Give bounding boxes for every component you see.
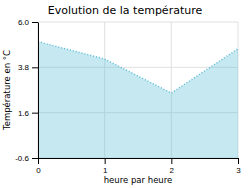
tick: 2 [170, 158, 175, 175]
title: Evolution de la température [48, 4, 203, 17]
tick: -0.6 [15, 154, 38, 163]
tick-mark [32, 158, 38, 159]
tick: 1 [103, 158, 108, 175]
tick-mark [32, 67, 38, 68]
grid-line [38, 22, 39, 158]
line [38, 42, 238, 94]
tick-label: 0 [36, 166, 41, 175]
x-axis-title: heure par heure [104, 175, 173, 185]
tick-label: 3.8 [18, 63, 30, 72]
data [38, 42, 238, 158]
tick: 0 [36, 158, 41, 175]
y-axis-title: Température en °C [2, 50, 12, 131]
tick-mark [105, 158, 106, 164]
plot: 0 1 2 3 -0.6 1.6 3.8 6.0 [15, 18, 241, 175]
tick: 3 [236, 158, 241, 175]
tick-mark [238, 158, 239, 164]
chart: 0 1 2 3 -0.6 1.6 3.8 6.0 Evolution de la tempéra… [0, 0, 250, 188]
area [38, 42, 238, 158]
tick-label: 1.6 [18, 109, 30, 118]
tick: 3.8 [18, 63, 38, 72]
tick-mark [32, 22, 38, 23]
grid [38, 22, 238, 158]
tick: 1.6 [18, 109, 38, 118]
x-axis: 0 1 2 3 [36, 158, 241, 175]
tick-label: -0.6 [15, 154, 29, 163]
grid-line [38, 22, 238, 23]
tick-label: 6.0 [18, 18, 30, 27]
axis-line [39, 158, 239, 159]
tick: 6.0 [18, 18, 38, 27]
axis-line [38, 23, 39, 159]
tick-mark [171, 158, 172, 164]
y-axis: -0.6 1.6 3.8 6.0 [15, 18, 38, 163]
tick-label: 1 [103, 166, 108, 175]
tick-mark [38, 158, 39, 164]
tick-label: 3 [236, 166, 241, 175]
tick-mark [32, 113, 38, 114]
tick-label: 2 [170, 166, 175, 175]
